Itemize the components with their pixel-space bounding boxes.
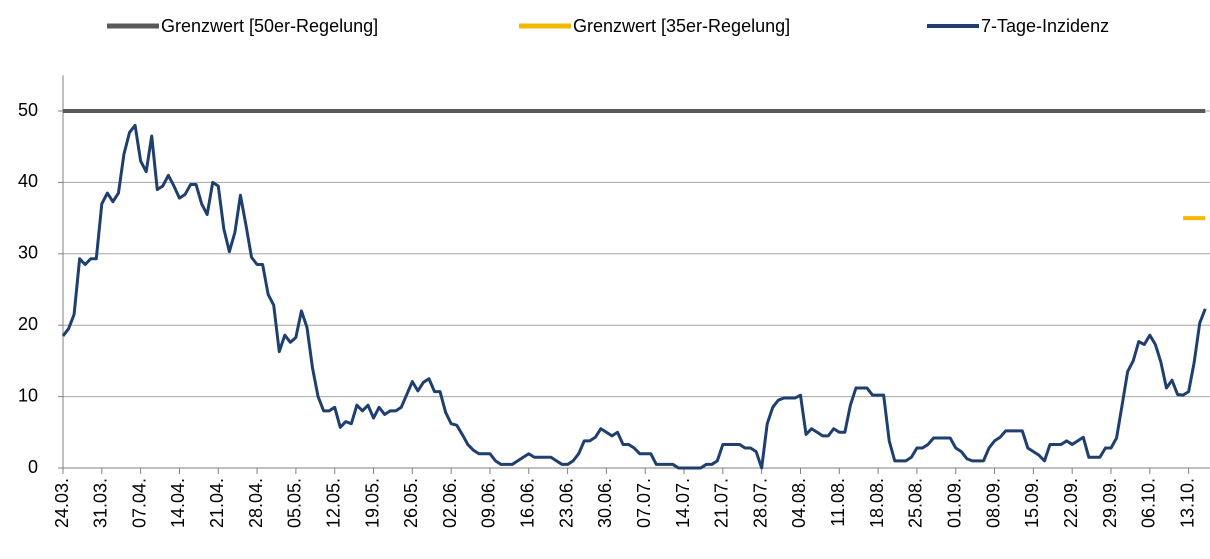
x-tick-label: 16.06. <box>518 478 538 528</box>
x-tick-label: 21.04. <box>207 478 227 528</box>
legend-label: Grenzwert [50er-Regelung] <box>161 16 378 36</box>
x-tick-label: 23.06. <box>556 478 576 528</box>
x-tick-label: 06.10. <box>1139 478 1159 528</box>
x-tick-label: 04.08. <box>789 478 809 528</box>
legend-label: Grenzwert [35er-Regelung] <box>573 16 790 36</box>
y-tick-label: 0 <box>28 457 38 477</box>
series-line <box>61 123 1207 470</box>
x-tick-label: 09.06. <box>479 478 499 528</box>
x-tick-label: 13.10. <box>1177 478 1197 528</box>
x-tick-label: 30.06. <box>595 478 615 528</box>
legend-label: 7-Tage-Inzidenz <box>981 16 1109 36</box>
x-tick-label: 02.06. <box>440 478 460 528</box>
y-tick-label: 20 <box>18 314 38 334</box>
y-tick-label: 40 <box>18 171 38 191</box>
x-tick-label: 08.09. <box>983 478 1003 528</box>
x-tick-label: 21.07. <box>712 478 732 528</box>
x-tick-label: 25.08. <box>906 478 926 528</box>
x-tick-label: 19.05. <box>362 478 382 528</box>
x-tick-label: 15.09. <box>1022 478 1042 528</box>
x-tick-label: 07.04. <box>129 478 149 528</box>
y-tick-label: 10 <box>18 385 38 405</box>
x-tick-label: 01.09. <box>944 478 964 528</box>
x-tick-label: 26.05. <box>401 478 421 528</box>
y-tick-label: 50 <box>18 100 38 120</box>
x-tick-label: 05.05. <box>285 478 305 528</box>
x-tick-label: 28.04. <box>246 478 266 528</box>
x-tick-label: 31.03. <box>91 478 111 528</box>
x-tick-label: 24.03. <box>52 478 72 528</box>
x-tick-label: 11.08. <box>828 478 848 527</box>
x-tick-label: 28.07. <box>750 478 770 528</box>
x-tick-label: 18.08. <box>867 478 887 528</box>
x-tick-label: 22.09. <box>1061 478 1081 528</box>
y-tick-label: 30 <box>18 243 38 263</box>
x-tick-label: 14.07. <box>673 478 693 528</box>
x-tick-label: 14.04. <box>168 478 188 528</box>
x-tick-label: 07.07. <box>634 478 654 528</box>
x-tick-label: 12.05. <box>323 478 343 528</box>
x-tick-label: 29.09. <box>1100 478 1120 528</box>
